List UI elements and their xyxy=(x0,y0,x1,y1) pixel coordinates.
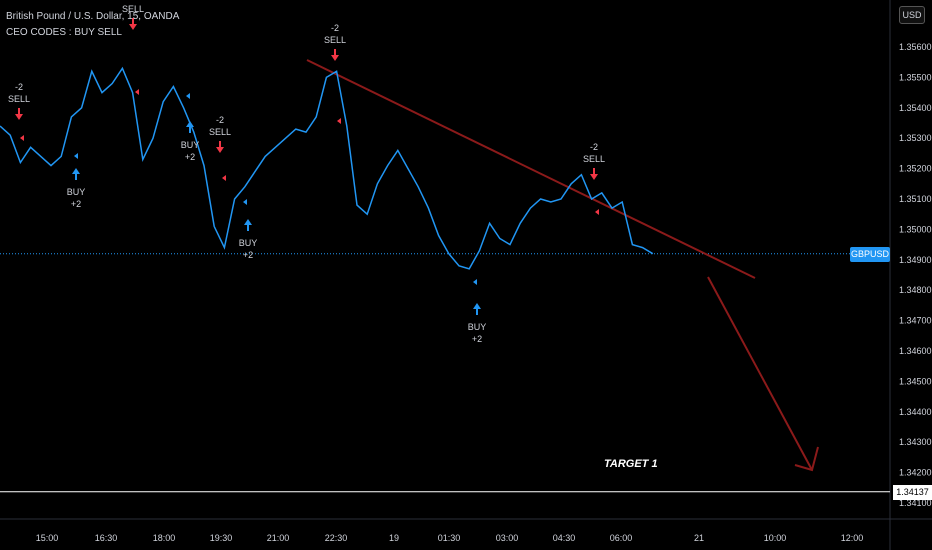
y-tick-label: 1.34400 xyxy=(899,407,932,417)
sell-arrow-head xyxy=(129,24,137,30)
x-tick-label: 19 xyxy=(389,533,399,543)
y-tick-label: 1.35600 xyxy=(899,42,932,52)
x-tick-label: 04:30 xyxy=(553,533,576,543)
buy-arrow-head xyxy=(244,219,252,225)
sell-signal: -2 SELL xyxy=(583,142,605,180)
signal-action: +2 xyxy=(472,334,482,344)
x-tick-label: 18:00 xyxy=(153,533,176,543)
signal-label: -2 xyxy=(129,0,137,2)
x-tick-label: 21:00 xyxy=(267,533,290,543)
chart-subtitle: CEO CODES : BUY SELL xyxy=(6,27,122,38)
y-tick-label: 1.34800 xyxy=(899,285,932,295)
x-tick-label: 10:00 xyxy=(764,533,787,543)
signal-action: SELL xyxy=(122,4,144,14)
signal-label: -2 xyxy=(331,23,339,33)
y-tick-label: 1.34900 xyxy=(899,255,932,265)
target-label: TARGET 1 xyxy=(604,458,658,470)
signal-action: +2 xyxy=(71,199,81,209)
y-tick-label: 1.34100 xyxy=(899,498,932,508)
sell-arrow-head xyxy=(15,114,23,120)
horizontal-level-badge: 1.34137 xyxy=(893,485,932,500)
y-tick-label: 1.34600 xyxy=(899,346,932,356)
x-tick-label: 19:30 xyxy=(210,533,233,543)
y-tick-label: 1.35000 xyxy=(899,224,932,234)
x-tick-label: 06:00 xyxy=(610,533,633,543)
signal-tick-marker xyxy=(186,93,190,99)
signal-label: BUY xyxy=(67,187,86,197)
x-tick-label: 22:30 xyxy=(325,533,348,543)
signal-label: BUY xyxy=(181,140,200,150)
y-tick-label: 1.34700 xyxy=(899,316,932,326)
y-tick-label: 1.35400 xyxy=(899,103,932,113)
x-tick-label: 21 xyxy=(694,533,704,543)
sell-signal: -2 SELL xyxy=(8,82,30,120)
sell-signal: -2 SELL xyxy=(324,23,346,61)
signal-tick-marker xyxy=(243,199,247,205)
y-tick-label: 1.35500 xyxy=(899,72,932,82)
signal-tick-marker xyxy=(135,89,139,95)
x-tick-label: 03:00 xyxy=(496,533,519,543)
sell-signal: -2 SELL xyxy=(122,0,144,30)
signal-tick-marker xyxy=(222,175,226,181)
y-tick-label: 1.35100 xyxy=(899,194,932,204)
signal-action: SELL xyxy=(209,127,231,137)
signal-label: -2 xyxy=(216,115,224,125)
signal-label: -2 xyxy=(590,142,598,152)
buy-signal: BUY +2 xyxy=(181,121,200,162)
y-tick-label: 1.35200 xyxy=(899,164,932,174)
signal-label: -2 xyxy=(15,82,23,92)
sell-arrow-head xyxy=(331,55,339,61)
signal-tick-marker xyxy=(337,118,341,124)
projection-arrow xyxy=(707,276,813,471)
buy-arrow-head xyxy=(186,121,194,127)
signal-action: +2 xyxy=(185,152,195,162)
signal-label: BUY xyxy=(468,322,487,332)
signal-action: SELL xyxy=(583,154,605,164)
x-tick-label: 16:30 xyxy=(95,533,118,543)
chart-title: British Pound / U.S. Dollar, 15, OANDA xyxy=(6,11,180,22)
trendline xyxy=(306,59,756,279)
y-tick-label: 1.34500 xyxy=(899,376,932,386)
x-tick-label: 15:00 xyxy=(36,533,59,543)
x-tick-label: 12:00 xyxy=(841,533,864,543)
sell-arrow-head xyxy=(590,174,598,180)
current-price-badge: GBPUSD xyxy=(850,247,890,262)
signal-action: +2 xyxy=(243,250,253,260)
y-tick-label: 1.34200 xyxy=(899,468,932,478)
y-tick-label: 1.35300 xyxy=(899,133,932,143)
y-tick-label: 1.34300 xyxy=(899,437,932,447)
buy-signal: BUY +2 xyxy=(468,303,487,344)
projection-arrowhead xyxy=(794,446,819,472)
signal-tick-marker xyxy=(473,279,477,285)
currency-button[interactable]: USD xyxy=(899,6,925,24)
signal-label: BUY xyxy=(239,238,258,248)
signal-tick-marker xyxy=(20,135,24,141)
signal-tick-marker xyxy=(595,209,599,215)
x-tick-label: 01:30 xyxy=(438,533,461,543)
buy-arrow-head xyxy=(473,303,481,309)
signal-action: SELL xyxy=(8,94,30,104)
signal-tick-marker xyxy=(74,153,78,159)
price-line xyxy=(0,66,654,270)
sell-arrow-head xyxy=(216,147,224,153)
buy-signal: BUY +2 xyxy=(67,168,86,209)
sell-signal: -2 SELL xyxy=(209,115,231,153)
signal-action: SELL xyxy=(324,35,346,45)
buy-arrow-head xyxy=(72,168,80,174)
buy-signal: BUY +2 xyxy=(239,219,258,260)
